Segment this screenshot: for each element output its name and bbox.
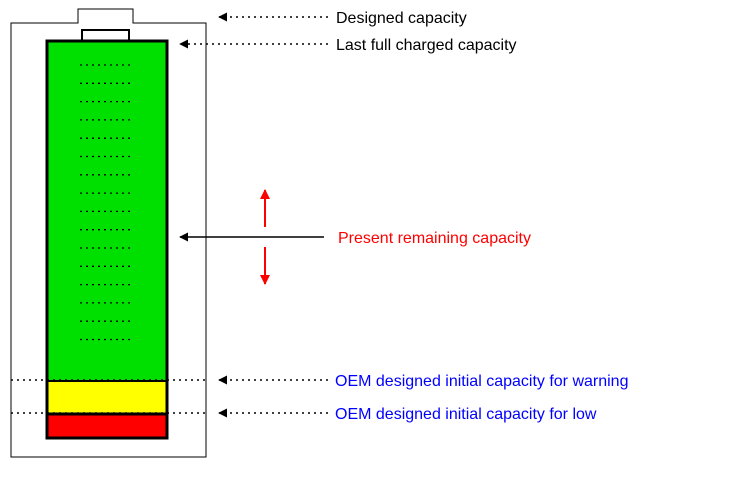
low-level-fill: [47, 414, 167, 438]
present-remaining-capacity-label: Present remaining capacity: [338, 230, 531, 247]
designed-capacity-outline: [10, 8, 207, 458]
inner-battery-terminal: [81, 29, 130, 42]
last-full-charge-outline: [45, 39, 169, 440]
last-full-charged-capacity-label: Last full charged capacity: [336, 37, 517, 54]
designed-capacity-label: Designed capacity: [336, 10, 467, 27]
warning-level-fill: [47, 381, 167, 414]
oem-warning-capacity-label: OEM designed initial capacity for warnin…: [335, 373, 628, 390]
charge-level-fill: [47, 41, 167, 381]
gauge-marks: [80, 64, 132, 341]
oem-low-capacity-label: OEM designed initial capacity for low: [335, 406, 597, 423]
